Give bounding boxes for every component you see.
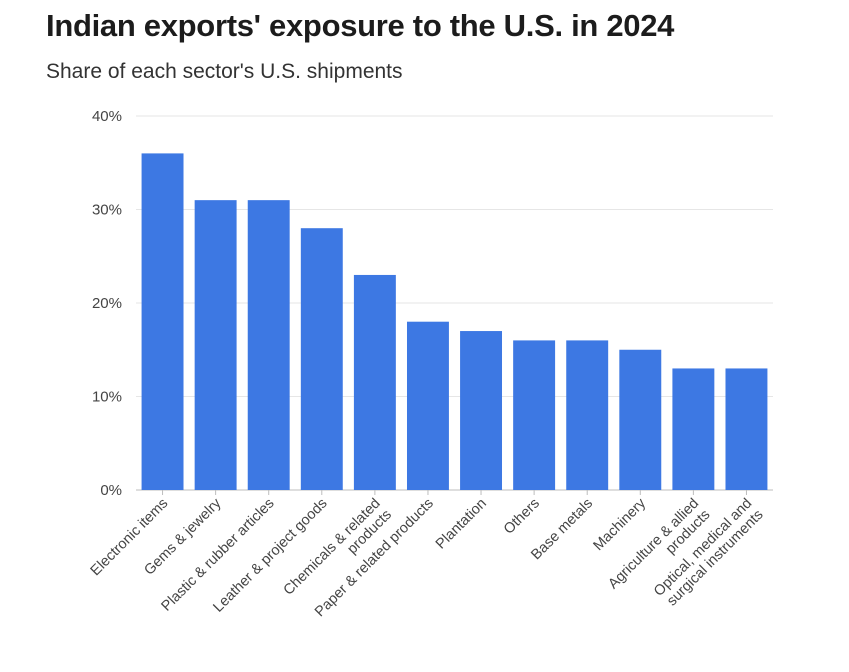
- bar: [566, 340, 609, 490]
- y-axis: 0% 10% 20% 30% 40%: [92, 108, 122, 499]
- bar: [513, 340, 556, 490]
- x-tick-label: Plantation: [433, 496, 490, 553]
- chart-subtitle: Share of each sector's U.S. shipments: [46, 60, 403, 83]
- bar: [619, 349, 662, 490]
- y-tick-label: 10%: [92, 389, 122, 406]
- gridlines: [136, 115, 773, 491]
- bar: [194, 200, 237, 490]
- bar: [672, 368, 715, 490]
- y-tick-label: 40%: [92, 108, 122, 125]
- bar: [247, 200, 290, 490]
- bar: [353, 274, 396, 490]
- bar: [460, 331, 503, 490]
- bar: [406, 321, 449, 490]
- bars: [141, 153, 768, 490]
- y-tick-label: 20%: [92, 295, 122, 312]
- x-tick-label: Optical, medical andsurgical instruments: [651, 496, 767, 612]
- x-tick-label: Others: [501, 496, 543, 538]
- chart-title: Indian exports' exposure to the U.S. in …: [46, 8, 675, 43]
- bar: [141, 153, 184, 490]
- bar: [300, 228, 343, 490]
- y-tick-label: 0%: [100, 482, 122, 499]
- bar: [725, 368, 768, 490]
- y-tick-label: 30%: [92, 202, 122, 219]
